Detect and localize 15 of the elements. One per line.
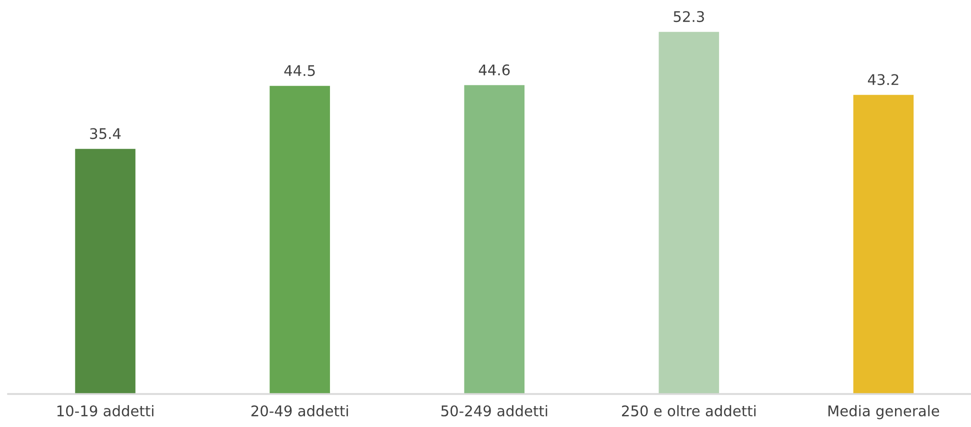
data-label: 44.6 [478,64,510,76]
data-label: 43.2 [868,74,898,86]
x-tick-label: Media generale [828,405,940,420]
data-label: 52.3 [674,11,704,22]
bar [270,86,330,394]
x-tick-label: 10-19 addetti [57,405,154,416]
data-label: 44.5 [284,65,315,76]
bar [853,94,914,394]
bar [75,148,136,394]
x-tick-label: 50-249 addetti [441,405,548,416]
bar [658,32,720,394]
data-label: 35.4 [90,128,121,140]
bar [464,85,525,394]
x-tick-label: 250 e oltre addetti [622,405,756,416]
x-tick-label: 20-49 addetti [251,405,348,416]
